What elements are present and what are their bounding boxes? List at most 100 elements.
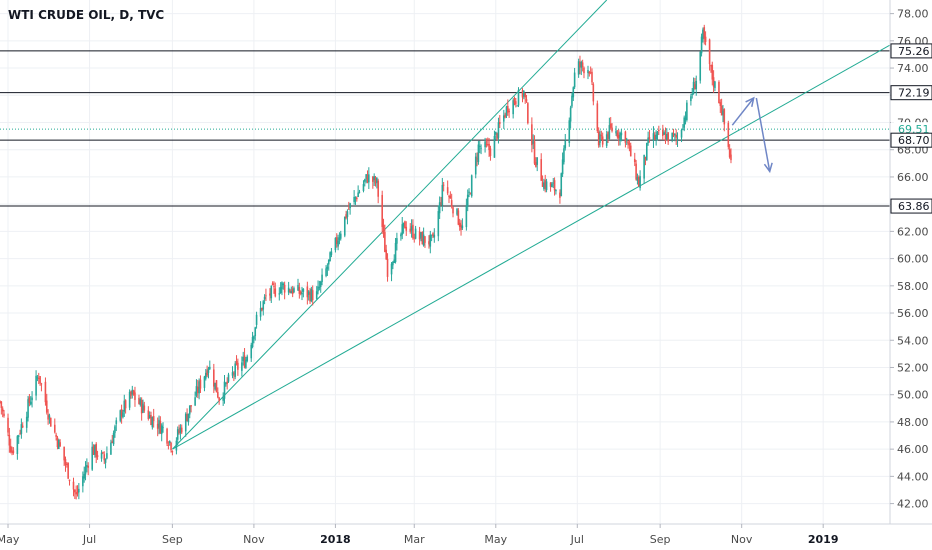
candle-body — [138, 397, 140, 404]
candle-body — [231, 372, 234, 376]
candle-body — [158, 419, 160, 428]
candle-body — [339, 233, 342, 239]
time-axis[interactable]: May Jul Sep Nov 2018 Mar May Jul Sep Nov 2019 — [0, 524, 838, 546]
candle-body — [656, 131, 659, 136]
candle-body — [438, 202, 441, 214]
candle-body — [265, 295, 267, 297]
candle-body — [271, 283, 274, 286]
candle-body — [466, 194, 469, 207]
candle-body — [91, 446, 94, 470]
candle-body — [213, 369, 215, 387]
level-label: 63.86 — [898, 200, 930, 213]
candle-body — [524, 93, 526, 98]
candle-body — [21, 425, 24, 428]
candle-body — [450, 200, 453, 207]
candle-body — [625, 139, 628, 141]
candle-body — [134, 392, 136, 400]
candle-body — [720, 105, 723, 116]
candle-body — [484, 141, 486, 148]
trendline[interactable] — [172, 44, 891, 450]
arrow-shaft[interactable] — [731, 97, 755, 126]
candle-body — [345, 214, 347, 219]
arrow-head[interactable] — [745, 96, 755, 107]
candle-body — [413, 237, 416, 239]
candle-body — [624, 131, 627, 143]
candle-body — [619, 132, 621, 141]
candle-body — [259, 307, 262, 317]
candle-body — [82, 476, 84, 487]
candle-body — [215, 380, 218, 393]
time-tick-label: Sep — [162, 533, 183, 546]
trendlines[interactable] — [172, 0, 891, 450]
candle-body — [596, 103, 599, 132]
candle-body — [78, 488, 80, 493]
candle-body — [255, 314, 258, 325]
candle-body — [0, 401, 3, 408]
level-label-box — [890, 43, 932, 59]
candle-body — [3, 413, 5, 416]
candle-body — [517, 89, 520, 106]
candle-body — [421, 231, 424, 245]
candle-body — [310, 289, 313, 302]
candle-body — [644, 157, 647, 160]
candle-body — [476, 158, 478, 160]
level-label-box — [890, 198, 932, 214]
candle-body — [708, 39, 711, 65]
candle-body — [142, 403, 144, 413]
candle-body — [535, 162, 537, 167]
candle-body — [390, 263, 393, 275]
candle-body — [652, 133, 655, 141]
candle-body — [460, 224, 462, 230]
candle-body — [488, 143, 490, 151]
candle-body — [74, 489, 76, 493]
candle-body — [250, 344, 253, 359]
level-label: 75.26 — [898, 45, 930, 58]
candle-body — [86, 464, 88, 468]
candle-body — [480, 147, 482, 149]
candle-body — [203, 376, 206, 388]
candle-body — [496, 133, 498, 139]
arrow-head[interactable] — [763, 162, 773, 174]
candle-body — [525, 99, 528, 102]
candle-body — [262, 301, 265, 310]
candle-body — [393, 259, 396, 263]
candle-body — [392, 262, 394, 266]
candle-body — [410, 226, 413, 231]
candle-body — [214, 382, 216, 390]
price-tick-label: 50.00 — [897, 389, 929, 402]
candle-body — [456, 208, 458, 215]
price-tick-label: 52.00 — [897, 361, 929, 374]
candle-body — [680, 129, 683, 138]
candle-body — [112, 433, 115, 445]
candle-body — [382, 224, 385, 233]
candle-body — [96, 455, 99, 457]
projection-arrows[interactable] — [731, 96, 773, 174]
candle-body — [588, 71, 591, 74]
candle-body — [470, 175, 473, 197]
candle-body — [468, 191, 470, 194]
trendline[interactable] — [172, 0, 608, 450]
candle-body — [279, 287, 282, 294]
candle-body — [608, 125, 611, 139]
candle-body — [307, 291, 310, 295]
candle-body — [111, 441, 114, 443]
arrow-shaft[interactable] — [755, 97, 771, 172]
candle-body — [55, 434, 57, 437]
candle-body — [162, 427, 164, 429]
candle-body — [420, 232, 422, 238]
level-label-box — [891, 122, 932, 137]
candle-body — [654, 134, 656, 140]
price-tick-label: 60.00 — [897, 253, 929, 266]
candle-body — [580, 61, 583, 68]
candle-body — [100, 452, 103, 459]
candle-body — [486, 144, 489, 145]
candle-body — [396, 238, 398, 244]
candle-body — [195, 386, 198, 396]
candle-body — [130, 391, 132, 396]
candle-body — [658, 129, 660, 132]
candle-body — [695, 80, 698, 90]
candle-body — [302, 288, 305, 292]
candle-body — [540, 159, 543, 181]
candle-body — [140, 399, 143, 414]
